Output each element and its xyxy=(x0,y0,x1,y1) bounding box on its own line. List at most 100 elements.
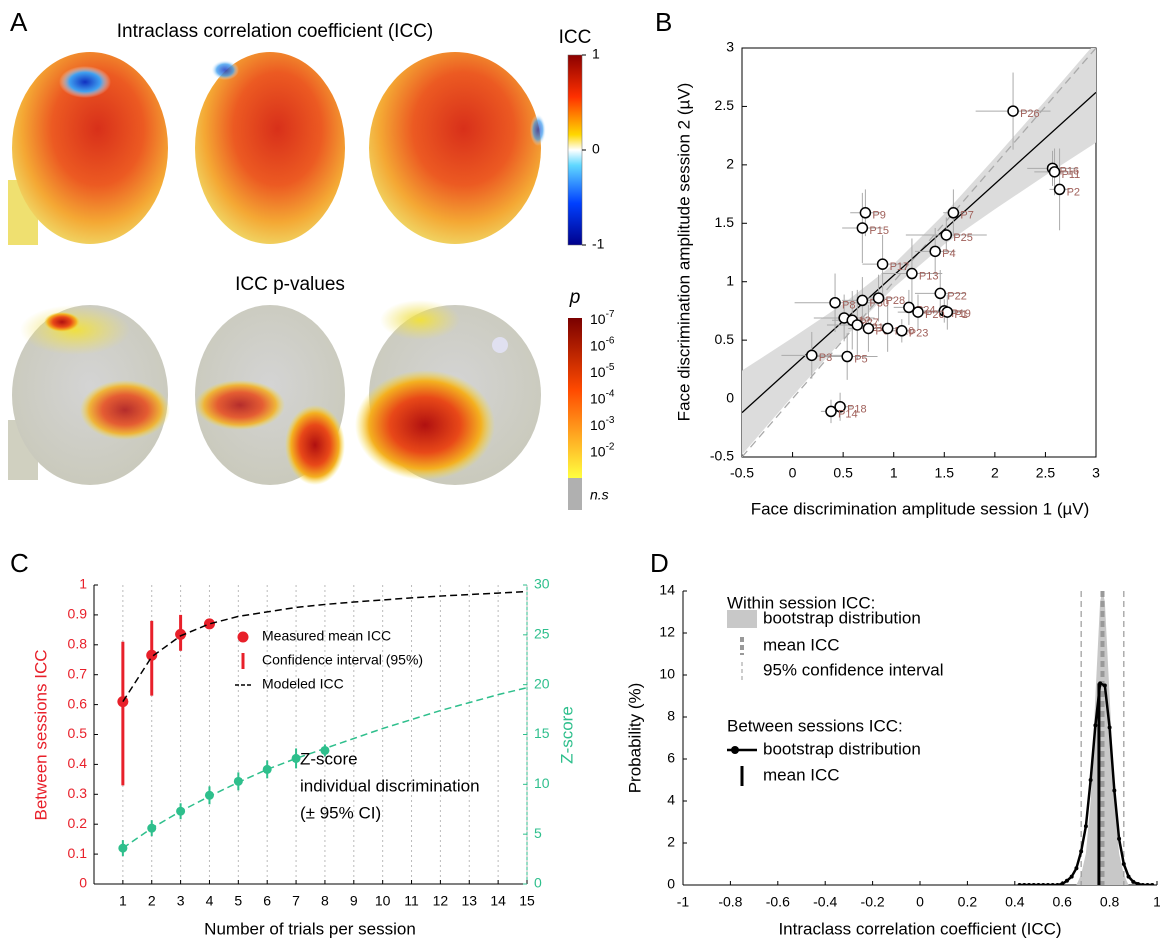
point-label: P19 xyxy=(951,308,971,320)
x-tick-label: 13 xyxy=(461,893,477,909)
legend-label: Measured mean ICC xyxy=(262,628,391,644)
y-tick-label: 0.3 xyxy=(68,785,88,801)
x-tick-label: 7 xyxy=(292,893,300,909)
scatter-point xyxy=(1048,166,1061,178)
x-tick-label: -0.4 xyxy=(813,894,837,910)
bootstrap-point xyxy=(1088,778,1093,782)
bootstrap-point xyxy=(1145,883,1150,885)
p-colorbar xyxy=(568,318,582,478)
colorbar-tick-label: 10-2 xyxy=(590,441,615,459)
x-axis-label: Number of trials per session xyxy=(204,919,416,938)
bootstrap-point xyxy=(1140,883,1145,885)
scatter-point xyxy=(1007,105,1019,117)
point-label: P17 xyxy=(890,261,910,273)
point-label: P16 xyxy=(1060,165,1080,177)
bootstrap-point xyxy=(1117,836,1122,841)
bootstrap-point xyxy=(1022,883,1027,885)
colorbar-tick-label: 0 xyxy=(592,141,600,157)
tick-base: 10 xyxy=(590,417,606,433)
bootstrap-point xyxy=(1060,881,1065,885)
point-label: P25 xyxy=(953,232,973,244)
y-tick-label: 6 xyxy=(667,750,675,766)
y-tick-label: 8 xyxy=(667,708,675,724)
scatter-point xyxy=(940,229,953,241)
colorbar-tick-label: 10-4 xyxy=(590,388,615,406)
scatter-point xyxy=(929,245,941,258)
x-tick-label: 3 xyxy=(177,893,185,909)
point-label: P13 xyxy=(919,270,939,282)
scatter-point xyxy=(903,301,915,314)
y2-tick-label: 0 xyxy=(534,875,542,891)
bootstrap-point xyxy=(1079,849,1084,854)
point-label: P5 xyxy=(854,353,867,365)
bootstrap-point xyxy=(1121,862,1126,866)
y-tick-label: 0.2 xyxy=(68,815,88,831)
model-line xyxy=(122,686,528,849)
tick-exponent: -7 xyxy=(606,309,615,320)
scatter-point xyxy=(856,294,869,307)
bootstrap-point xyxy=(1098,681,1103,686)
point-label: P9 xyxy=(872,210,885,222)
tick-exponent: -4 xyxy=(606,388,615,399)
y-tick-label: 3 xyxy=(726,39,734,55)
y2-axis-label: Z-score xyxy=(557,706,576,764)
scatter-point xyxy=(934,287,946,300)
legend-label: Confidence interval (95%) xyxy=(262,652,423,668)
scatter-point xyxy=(851,319,864,331)
y-tick-label: 10 xyxy=(659,666,675,682)
x-tick-label: 12 xyxy=(433,893,449,909)
y-tick-label: 0.1 xyxy=(68,845,88,861)
bootstrap-point xyxy=(1069,874,1074,879)
legend-label: mean ICC xyxy=(763,765,840,784)
scatter-point xyxy=(834,401,846,413)
point-label: P20 xyxy=(925,309,945,321)
legend-marker xyxy=(237,631,249,643)
y2-tick-label: 20 xyxy=(534,675,550,691)
bootstrap-point xyxy=(1126,874,1131,879)
tick-base: 10 xyxy=(590,311,606,327)
y-tick-label: 2 xyxy=(667,834,675,850)
y-tick-label: 0.5 xyxy=(715,331,735,347)
point-label: P11 xyxy=(1062,169,1081,181)
bootstrap-point xyxy=(1136,881,1141,885)
x-tick-label: -1 xyxy=(677,894,690,910)
x-tick-label: 0.5 xyxy=(833,465,853,481)
y2-tick-label: 10 xyxy=(534,775,550,791)
y2-tick-label: 5 xyxy=(534,825,542,841)
x-tick-label: 6 xyxy=(263,893,271,909)
bootstrap-point xyxy=(1036,883,1041,885)
scatter-point xyxy=(1053,183,1066,196)
x-tick-label: 1 xyxy=(119,893,127,909)
panel-title: Intraclass correlation coefficient (ICC) xyxy=(117,21,433,42)
tick-exponent: -6 xyxy=(606,335,615,346)
x-tick-label: -0.6 xyxy=(766,894,790,910)
tick-exponent: -5 xyxy=(606,362,615,373)
y-tick-label: 0 xyxy=(79,875,87,891)
scatter-point xyxy=(829,296,841,309)
point-label: P15 xyxy=(869,225,889,237)
y-tick-label: 0.4 xyxy=(68,755,88,771)
y-tick-label: 0.7 xyxy=(68,665,88,681)
y-tick-label: 14 xyxy=(659,582,675,598)
head-maps-p xyxy=(8,300,541,485)
plot-area xyxy=(1017,591,1155,885)
bootstrap-point xyxy=(1027,883,1032,885)
colorbar-tick-label: 10-6 xyxy=(590,335,615,353)
bootstrap-point xyxy=(1041,883,1046,885)
tick-base: 10 xyxy=(590,364,606,380)
x-tick-label: 4 xyxy=(206,893,214,909)
x-tick-label: 9 xyxy=(350,893,358,909)
legend-marker xyxy=(731,746,739,754)
x-tick-label: 2.5 xyxy=(1036,465,1056,481)
legend-title: Between sessions ICC: xyxy=(727,716,903,735)
x-axis-label: Intraclass correlation coefficient (ICC) xyxy=(778,919,1061,938)
y-tick-label: 12 xyxy=(659,624,675,640)
y2-tick-label: 25 xyxy=(534,626,550,642)
y2-tick-label: 30 xyxy=(534,576,550,592)
colorbar-label: p xyxy=(569,287,581,308)
point-label: P23 xyxy=(909,328,929,340)
scatter-point xyxy=(856,222,869,234)
point-label: P22 xyxy=(947,290,967,302)
